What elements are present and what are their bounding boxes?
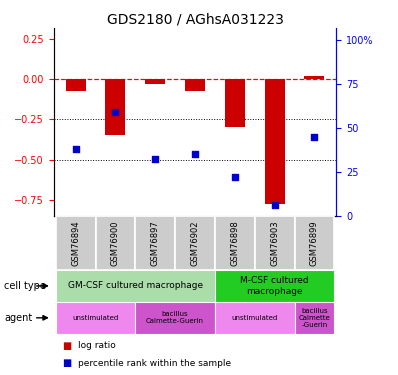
Bar [56, 270, 215, 302]
Point [311, 134, 318, 140]
Bar [66, 80, 86, 91]
Bar [225, 80, 245, 128]
Bar [56, 302, 135, 334]
Bar [255, 216, 295, 270]
Point [112, 109, 119, 115]
Bar [185, 80, 205, 91]
Bar [295, 302, 334, 334]
Text: bacillus
Calmette-Guerin: bacillus Calmette-Guerin [146, 311, 204, 324]
Bar [105, 80, 125, 135]
Point [72, 146, 79, 152]
Text: GSM76897: GSM76897 [151, 220, 160, 266]
Bar [265, 80, 285, 204]
Text: GSM76903: GSM76903 [270, 220, 279, 266]
Point [152, 156, 158, 162]
Bar [96, 216, 135, 270]
Bar [304, 76, 324, 79]
Text: bacillus
Calmette
-Guerin: bacillus Calmette -Guerin [298, 308, 330, 328]
Point [192, 151, 198, 157]
Text: GSM76902: GSM76902 [191, 220, 199, 266]
Point [271, 202, 278, 208]
Text: agent: agent [4, 313, 32, 323]
Bar [56, 216, 96, 270]
Text: log ratio: log ratio [78, 341, 115, 350]
Text: ■: ■ [62, 341, 71, 351]
Text: unstimulated: unstimulated [232, 315, 278, 321]
Text: cell type: cell type [4, 281, 46, 291]
Bar [135, 216, 175, 270]
Text: GSM76899: GSM76899 [310, 220, 319, 266]
Bar [295, 216, 334, 270]
Text: GM-CSF cultured macrophage: GM-CSF cultured macrophage [68, 281, 203, 290]
Bar [215, 216, 255, 270]
Bar [145, 80, 165, 84]
Text: GSM76900: GSM76900 [111, 220, 120, 266]
Title: GDS2180 / AGhsA031223: GDS2180 / AGhsA031223 [107, 13, 283, 27]
Text: GSM76894: GSM76894 [71, 220, 80, 266]
Point [232, 174, 238, 180]
Text: percentile rank within the sample: percentile rank within the sample [78, 358, 231, 368]
Text: M-CSF cultured
macrophage: M-CSF cultured macrophage [240, 276, 309, 296]
Text: unstimulated: unstimulated [72, 315, 119, 321]
Text: ■: ■ [62, 358, 71, 368]
Bar [135, 302, 215, 334]
Bar [215, 270, 334, 302]
Bar [175, 216, 215, 270]
Bar [215, 302, 295, 334]
Text: GSM76898: GSM76898 [230, 220, 239, 266]
